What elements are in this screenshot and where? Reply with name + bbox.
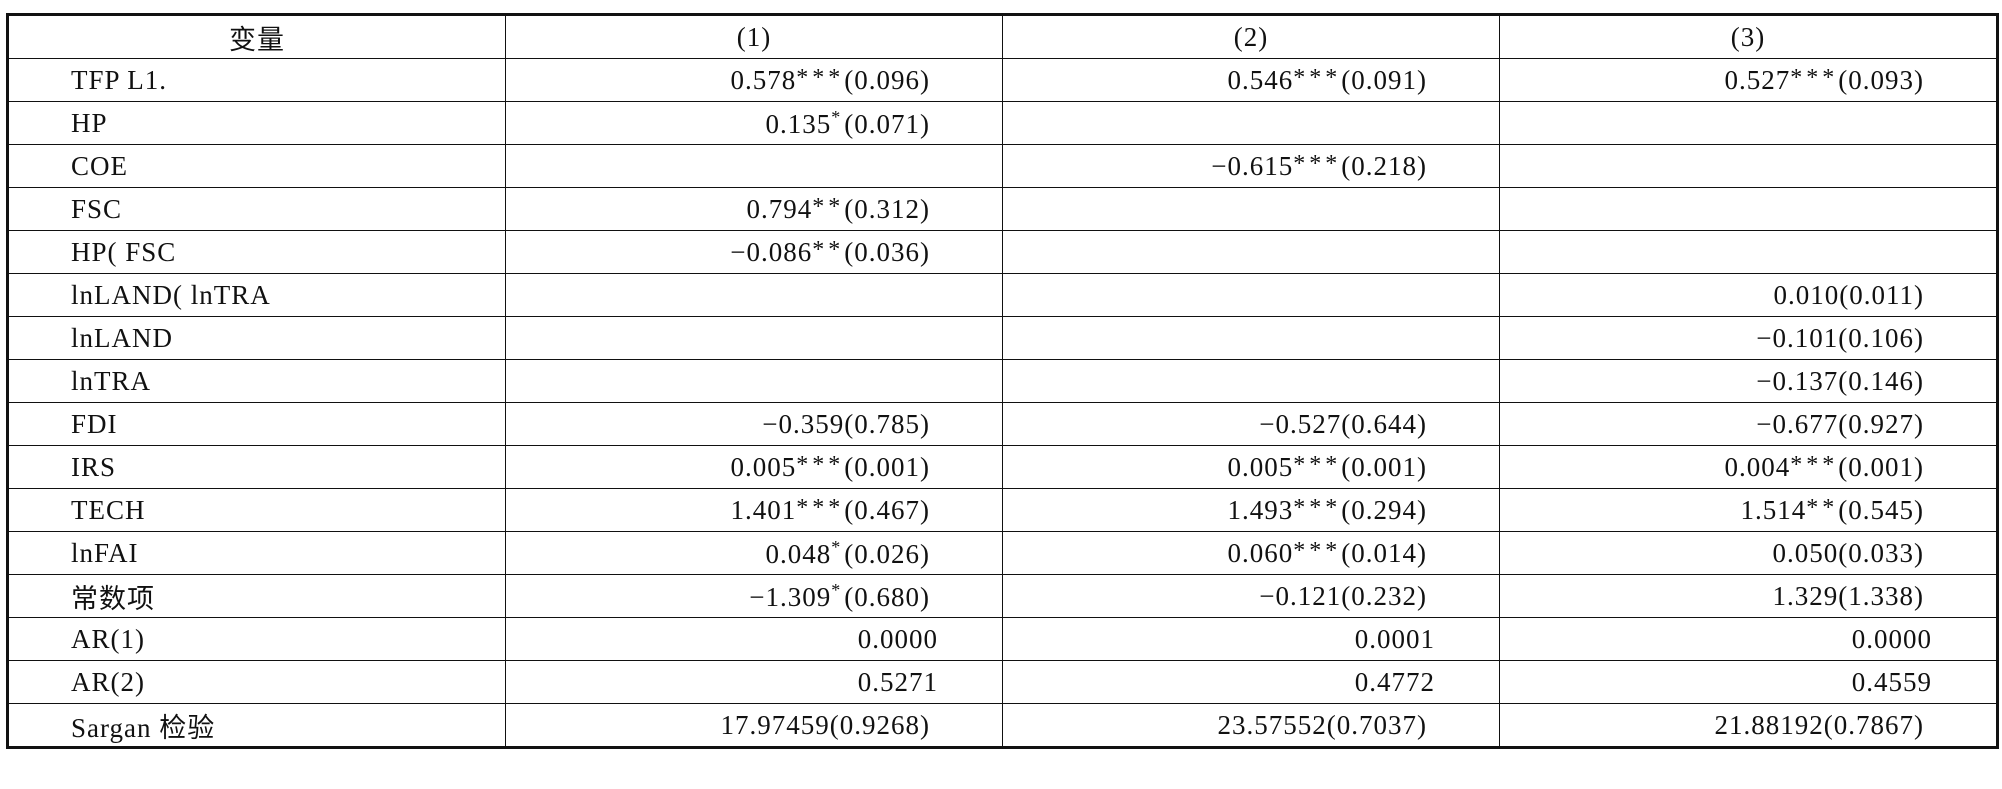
- table-row: FSC 0.794**(0.312): [7, 187, 1998, 231]
- value-cell: 0.4559: [1499, 660, 1998, 704]
- value-cell: [1002, 273, 1500, 317]
- value-cell: 0.4772: [1002, 660, 1500, 704]
- value-cell: 0.060***(0.014): [1002, 531, 1500, 575]
- value-cell: 0.578***(0.096): [505, 58, 1003, 102]
- value-cell: 0.004***(0.001): [1499, 445, 1998, 489]
- value-cell: 1.493***(0.294): [1002, 488, 1500, 532]
- value-cell: 23.57552(0.7037): [1002, 703, 1500, 748]
- table-row: TECH 1.401***(0.467) 1.493***(0.294) 1.514*…: [7, 488, 1998, 532]
- table-row: FDI −0.359(0.785) −0.527(0.644) −0.677(0.92…: [7, 402, 1998, 446]
- table-row: 常数项 −1.309*(0.680) −0.121(0.232) 1.329(1.33…: [7, 574, 1998, 618]
- value-cell: −0.137(0.146): [1499, 359, 1998, 403]
- value-cell: [1499, 187, 1998, 231]
- value-cell: [1002, 187, 1500, 231]
- value-cell: [505, 359, 1003, 403]
- table-row: HP( FSC −0.086**(0.036): [7, 230, 1998, 274]
- value-cell: −1.309*(0.680): [505, 574, 1003, 618]
- value-cell: [1002, 316, 1500, 360]
- value-cell: 0.794**(0.312): [505, 187, 1003, 231]
- table-row: lnLAND( lnTRA 0.010(0.011): [7, 273, 1998, 317]
- value-cell: −0.086**(0.036): [505, 230, 1003, 274]
- value-cell: 1.329(1.338): [1499, 574, 1998, 618]
- table-body: TFP L1. 0.578***(0.096) 0.546***(0.091) 0.5…: [7, 58, 1998, 748]
- value-cell: −0.677(0.927): [1499, 402, 1998, 446]
- row-label: lnLAND: [7, 316, 506, 360]
- header-cell: (1): [505, 14, 1003, 59]
- row-label: IRS: [7, 445, 506, 489]
- value-cell: −0.527(0.644): [1002, 402, 1500, 446]
- row-label: HP: [7, 101, 506, 145]
- value-cell: 0.546***(0.091): [1002, 58, 1500, 102]
- value-cell: 0.527***(0.093): [1499, 58, 1998, 102]
- row-label: Sargan 检验: [7, 703, 506, 748]
- table-row: COE −0.615***(0.218): [7, 144, 1998, 188]
- row-label: TECH: [7, 488, 506, 532]
- table-row: Sargan 检验 17.97459(0.9268) 23.57552(0.7037…: [7, 703, 1998, 748]
- row-label: FDI: [7, 402, 506, 446]
- table-row: IRS 0.005***(0.001) 0.005***(0.001) 0.004**…: [7, 445, 1998, 489]
- row-label: lnLAND( lnTRA: [7, 273, 506, 317]
- value-cell: 0.005***(0.001): [505, 445, 1003, 489]
- value-cell: −0.615***(0.218): [1002, 144, 1500, 188]
- value-cell: 0.0000: [505, 617, 1003, 661]
- value-cell: 0.135*(0.071): [505, 101, 1003, 145]
- table-row: lnLAND −0.101(0.106): [7, 316, 1998, 360]
- value-cell: 1.514**(0.545): [1499, 488, 1998, 532]
- header-cell: (2): [1002, 14, 1500, 59]
- row-label: lnTRA: [7, 359, 506, 403]
- row-label: AR(2): [7, 660, 506, 704]
- header-row: 变量 (1) (2) (3): [7, 14, 1998, 59]
- row-label: COE: [7, 144, 506, 188]
- row-label: FSC: [7, 187, 506, 231]
- value-cell: 0.005***(0.001): [1002, 445, 1500, 489]
- value-cell: [1499, 230, 1998, 274]
- value-cell: −0.359(0.785): [505, 402, 1003, 446]
- value-cell: [505, 273, 1003, 317]
- row-label: TFP L1.: [7, 58, 506, 102]
- regression-table: 变量 (1) (2) (3) TFP L1. 0.578***(0.096) 0.546*…: [6, 13, 1999, 749]
- row-label: 常数项: [7, 574, 506, 618]
- value-cell: 1.401***(0.467): [505, 488, 1003, 532]
- table-row: lnTRA −0.137(0.146): [7, 359, 1998, 403]
- value-cell: 0.5271: [505, 660, 1003, 704]
- table-row: AR(1) 0.0000 0.0001 0.0000: [7, 617, 1998, 661]
- table-row: HP 0.135*(0.071): [7, 101, 1998, 145]
- value-cell: 0.0001: [1002, 617, 1500, 661]
- row-label: HP( FSC: [7, 230, 506, 274]
- value-cell: 17.97459(0.9268): [505, 703, 1003, 748]
- table-row: TFP L1. 0.578***(0.096) 0.546***(0.091) 0.5…: [7, 58, 1998, 102]
- value-cell: [1499, 144, 1998, 188]
- value-cell: [505, 316, 1003, 360]
- value-cell: 0.048*(0.026): [505, 531, 1003, 575]
- value-cell: −0.121(0.232): [1002, 574, 1500, 618]
- row-label: lnFAI: [7, 531, 506, 575]
- value-cell: 0.010(0.011): [1499, 273, 1998, 317]
- table-row: AR(2) 0.5271 0.4772 0.4559: [7, 660, 1998, 704]
- header-cell: 变量: [7, 14, 506, 59]
- value-cell: 21.88192(0.7867): [1499, 703, 1998, 748]
- value-cell: [1002, 101, 1500, 145]
- value-cell: [505, 144, 1003, 188]
- value-cell: [1002, 359, 1500, 403]
- value-cell: 0.050(0.033): [1499, 531, 1998, 575]
- value-cell: [1499, 101, 1998, 145]
- value-cell: 0.0000: [1499, 617, 1998, 661]
- header-cell: (3): [1499, 14, 1998, 59]
- row-label: AR(1): [7, 617, 506, 661]
- value-cell: [1002, 230, 1500, 274]
- value-cell: −0.101(0.106): [1499, 316, 1998, 360]
- table-row: lnFAI 0.048*(0.026) 0.060***(0.014) 0.050(0…: [7, 531, 1998, 575]
